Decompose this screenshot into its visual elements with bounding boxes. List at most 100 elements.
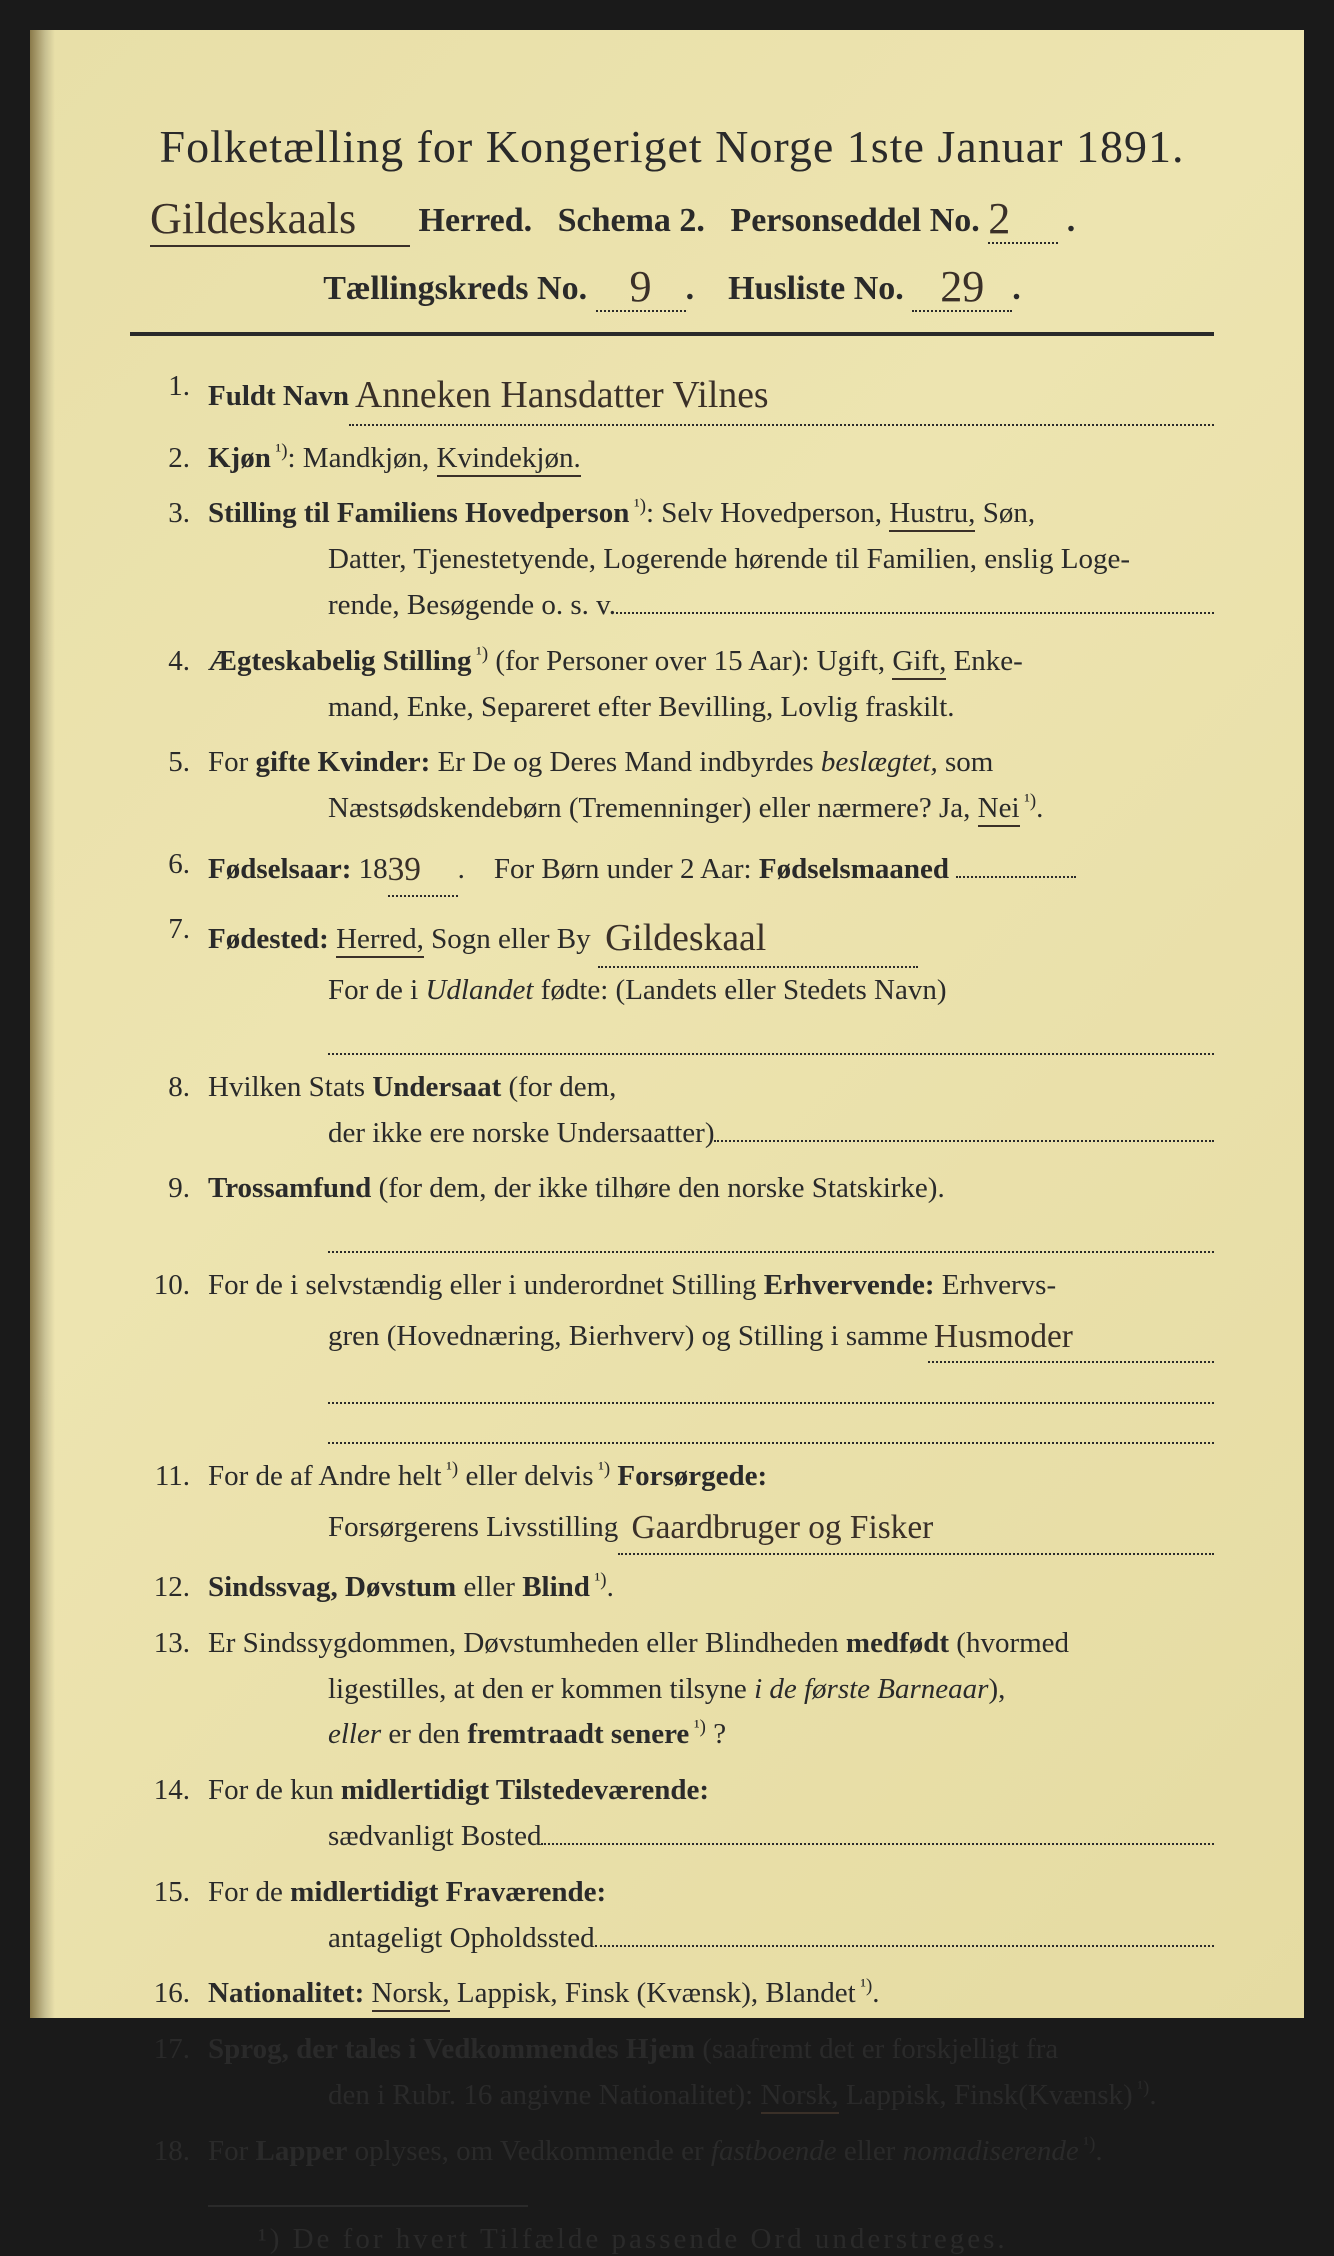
ital-18a: fastboende: [711, 2135, 837, 2167]
item-number: 17.: [130, 2027, 190, 2073]
mid-11: eller delvis: [465, 1460, 593, 1492]
text-17: (saafremt det er forskjelligt fra: [702, 2033, 1058, 2065]
ital-5: beslægtet,: [821, 746, 938, 778]
text-7b-ital: Udlandet: [425, 974, 533, 1006]
item-2: 2. Kjøn ¹): Mandkjøn, Kvindekjøn.: [130, 436, 1214, 482]
post-13a: (hvormed: [956, 1627, 1069, 1659]
line-3b: Datter, Tjenestetyende, Logerende hørend…: [208, 537, 1214, 583]
fodested-value: Gildeskaal: [605, 917, 766, 959]
post-10: Erhvervs-: [942, 1269, 1056, 1301]
opt-nei-selected: Nei: [978, 792, 1020, 827]
year-field: 39: [388, 842, 458, 897]
personseddel-no-field: 2: [988, 191, 1058, 244]
form-items: 1. Fuldt Navn Anneken Hansdatter Vilnes …: [130, 364, 1214, 2175]
fodested-field: Gildeskaal: [598, 907, 918, 969]
footnote-marker: ¹): [258, 2223, 282, 2255]
item-5: 5. For gifte Kvinder: Er De og Deres Man…: [130, 740, 1214, 832]
label-erhvervende: Erhvervende:: [764, 1269, 935, 1301]
field-fuldt-navn: Anneken Hansdatter Vilnes: [349, 364, 1214, 426]
footnote: ¹) De for hvert Tilfælde passende Ord un…: [130, 2223, 1214, 2256]
label-sindssvag: Sindssvag, Døvstum: [208, 1571, 456, 1603]
item-9: 9. Trossamfund (for dem, der ikke tilhør…: [130, 1166, 1214, 1252]
personseddel-no: 2: [988, 194, 1010, 243]
footnote-marker: ¹): [856, 1976, 873, 1997]
item-1: 1. Fuldt Navn Anneken Hansdatter Vilnes: [130, 364, 1214, 426]
item-7: 7. Fødested: Herred, Sogn eller By Gilde…: [130, 907, 1214, 1055]
pre-18: For: [208, 2135, 248, 2167]
item-6: 6. Fødselsaar: 1839. For Børn under 2 Aa…: [130, 842, 1214, 897]
kreds-no: 9: [630, 262, 652, 311]
schema-label: Schema 2.: [558, 202, 705, 239]
label-nationalitet: Nationalitet:: [208, 1977, 364, 2009]
year-hand: 39: [388, 851, 421, 888]
line-11b: Forsørgerens Livsstilling Gaardbruger og…: [208, 1500, 1214, 1555]
herred-label: Herred.: [419, 202, 533, 239]
line-3c: rende, Besøgende o. s. v.: [208, 583, 1214, 629]
dotted-blank-7: [328, 1014, 1214, 1055]
b-13a: medfødt: [846, 1627, 949, 1659]
footnote-marker: ¹): [593, 1459, 610, 1480]
dotted-blank-10a: [328, 1363, 1214, 1404]
label-sprog: Sprog, der tales i Vedkommendes Hjem: [208, 2033, 695, 2065]
item-13: 13. Er Sindssygdommen, Døvstumheden elle…: [130, 1621, 1214, 1758]
pre-5: For: [208, 746, 248, 778]
item-17: 17. Sprog, der tales i Vedkommendes Hjem…: [130, 2027, 1214, 2119]
footnote-marker: ¹): [689, 1717, 706, 1738]
ital-13b: i de første Barneaar: [754, 1673, 988, 1705]
opt-herred-selected: Herred,: [336, 923, 424, 958]
personseddel-label: Personseddel No.: [730, 202, 979, 239]
line-10b: gren (Hovednæring, Bierhverv) og Stillin…: [208, 1309, 1214, 1364]
footnote-divider: [208, 2205, 528, 2207]
text-14b: sædvanligt Bosted: [328, 1814, 541, 1860]
label-fodselsmaaned: Fødselsmaaned: [759, 853, 949, 885]
mid-12: eller: [463, 1571, 515, 1603]
line-13b: ligestilles, at den er kommen tilsyne i …: [208, 1667, 1214, 1713]
text-3c: rende, Besøgende o. s. v.: [328, 583, 616, 629]
year-prefix: 18: [359, 853, 388, 885]
value-10: Husmoder: [934, 1318, 1073, 1355]
footnote-marker: ¹): [1079, 2133, 1096, 2154]
item-number: 1.: [130, 364, 190, 410]
opt-hustru-selected: Hustru,: [889, 497, 975, 532]
label-fodested: Fødested:: [208, 923, 329, 955]
field-11: Gaardbruger og Fisker: [618, 1500, 1214, 1555]
label-aegteskab: Ægteskabelig Stilling: [208, 645, 471, 677]
line-7b: For de i Udlandet fødte: (Landets eller …: [208, 968, 1214, 1014]
text-7: Sogn eller By: [431, 923, 591, 955]
item-number: 12.: [130, 1565, 190, 1611]
pre-15: For de: [208, 1876, 283, 1908]
dotted-fill: [595, 1945, 1214, 1947]
text-9: (for dem, der ikke tilhøre den norske St…: [379, 1172, 945, 1204]
text-16: Lappisk, Finsk (Kvænsk), Blandet: [457, 1977, 856, 2009]
post-13b: ),: [988, 1673, 1005, 1705]
label-blind: Blind: [522, 1571, 590, 1603]
pre-8: Hvilken Stats: [208, 1071, 365, 1103]
item-number: 6.: [130, 842, 190, 888]
item-8: 8. Hvilken Stats Undersaat (for dem, der…: [130, 1065, 1214, 1157]
label-forsorgede: Forsørgede:: [617, 1460, 767, 1492]
item-number: 7.: [130, 907, 190, 953]
pre-10: For de i selvstændig eller i underordnet…: [208, 1269, 757, 1301]
label-fodselsaar: Fødselsaar:: [208, 853, 351, 885]
label-stilling: Stilling til Familiens Hovedperson: [208, 497, 629, 529]
text-5b: Næstsødskendebørn (Tremenninger) eller n…: [328, 792, 970, 824]
value-11: Gaardbruger og Fisker: [632, 1509, 934, 1546]
item-number: 11.: [130, 1454, 190, 1500]
mid-6: For Børn under 2 Aar:: [494, 853, 752, 885]
item-number: 9.: [130, 1166, 190, 1212]
item-3: 3. Stilling til Familiens Hovedperson ¹)…: [130, 491, 1214, 628]
post-8: (for dem,: [508, 1071, 616, 1103]
opt-kvindekjon-selected: Kvindekjøn.: [437, 442, 581, 477]
text-3-rest: Søn,: [983, 497, 1035, 529]
footnote-marker: ¹): [471, 643, 488, 664]
value-fuldt-navn: Anneken Hansdatter Vilnes: [355, 374, 769, 416]
item-number: 16.: [130, 1971, 190, 2017]
mid-13c: er den: [388, 1718, 460, 1750]
line-5b: Næstsødskendebørn (Tremenninger) eller n…: [208, 786, 1214, 832]
footnote-marker: ¹): [1020, 791, 1037, 812]
label-tilstedevaerende: midlertidigt Tilstedeværende:: [341, 1774, 709, 1806]
footnote-marker: ¹): [442, 1459, 459, 1480]
item-number: 3.: [130, 491, 190, 537]
label-fuldt-navn: Fuldt Navn: [208, 374, 349, 420]
main-title: Folketælling for Kongeriget Norge 1ste J…: [130, 120, 1214, 173]
